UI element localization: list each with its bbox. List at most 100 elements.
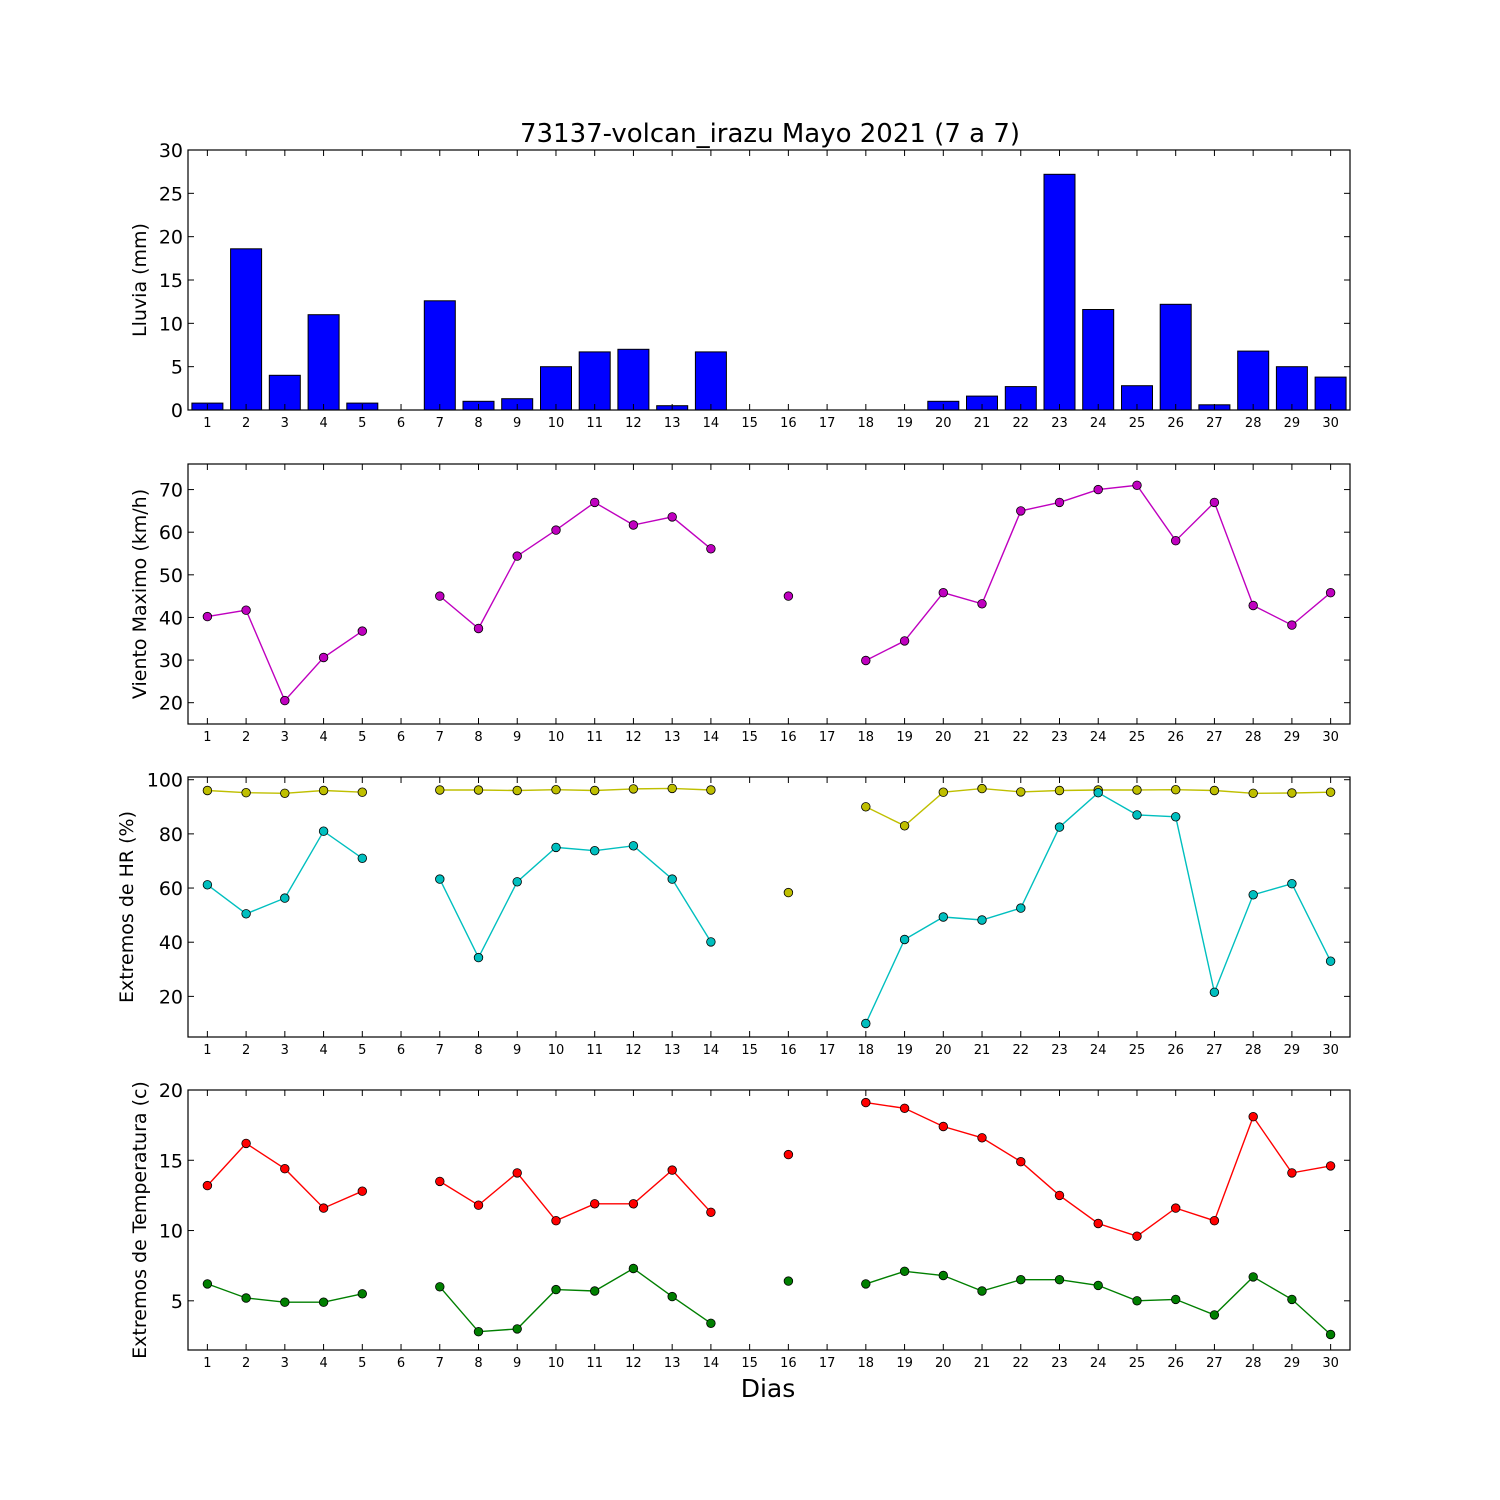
point-day-5 — [357, 1186, 368, 1196]
point-day-25 — [1132, 1296, 1142, 1306]
axes-frame — [187, 463, 1351, 725]
x-tick-label: 20 — [935, 1356, 952, 1371]
point-day-24 — [1093, 1218, 1103, 1229]
point-day-10 — [551, 785, 561, 795]
point-day-14 — [706, 937, 716, 947]
point-day-4 — [318, 785, 329, 796]
point-day-23 — [1054, 785, 1065, 796]
point-day-14 — [706, 1207, 716, 1218]
x-tick-label: 18 — [858, 1043, 875, 1058]
x-tick-label: 21 — [974, 730, 991, 745]
x-tick-label: 7 — [436, 1043, 444, 1058]
point-day-18 — [861, 1097, 871, 1108]
point-day-24 — [1093, 788, 1103, 798]
point-day-16 — [783, 1276, 794, 1286]
point-day-24 — [1093, 484, 1103, 495]
point-day-3 — [280, 695, 290, 706]
point-day-4 — [318, 826, 329, 836]
point-day-19 — [899, 1103, 910, 1114]
x-tick-label: 2 — [242, 1356, 250, 1371]
series-1 — [202, 480, 1336, 706]
point-day-28 — [1248, 788, 1258, 799]
x-tick-label: 25 — [1129, 416, 1146, 431]
point-day-29 — [1287, 620, 1297, 630]
point-day-5 — [357, 1289, 368, 1299]
point-day-16 — [783, 887, 794, 898]
y-tick-label: 0 — [171, 400, 183, 422]
point-day-27 — [1209, 987, 1220, 998]
point-day-8 — [473, 1200, 484, 1210]
x-tick-label: 5 — [358, 1356, 366, 1371]
x-tick-label: 21 — [974, 1356, 991, 1371]
x-tick-label: 15 — [741, 416, 758, 431]
point-day-25 — [1132, 810, 1142, 820]
x-tick-label: 18 — [858, 416, 875, 431]
point-day-21 — [977, 1286, 987, 1296]
point-day-4 — [318, 1297, 329, 1307]
x-tick-label: 26 — [1167, 1356, 1184, 1371]
point-day-29 — [1287, 788, 1297, 798]
point-day-27 — [1209, 1215, 1220, 1226]
x-tick-label: 28 — [1245, 1043, 1262, 1058]
x-tick-label: 24 — [1090, 730, 1107, 745]
bar-day-23 — [1043, 173, 1076, 411]
x-tick-label: 1 — [203, 1043, 211, 1058]
point-day-30 — [1325, 1161, 1336, 1171]
x-tick-label: 4 — [319, 1043, 327, 1058]
point-day-13 — [667, 874, 677, 884]
point-day-14 — [706, 785, 716, 795]
x-tick-label: 7 — [436, 416, 444, 431]
point-day-8 — [473, 952, 484, 963]
y-axis-label: Lluvia (mm) — [129, 223, 151, 337]
x-tick-label: 9 — [513, 1356, 521, 1371]
point-day-10 — [551, 525, 561, 535]
point-day-21 — [977, 783, 987, 794]
point-day-5 — [357, 787, 368, 797]
point-day-25 — [1132, 785, 1142, 795]
x-tick-label: 12 — [625, 416, 642, 431]
x-tick-label: 8 — [474, 730, 482, 745]
series-line — [439, 501, 712, 630]
x-tick-label: 5 — [358, 416, 366, 431]
point-day-2 — [241, 605, 251, 615]
point-day-12 — [628, 520, 639, 530]
y-tick-label: 5 — [171, 1291, 183, 1313]
point-day-26 — [1170, 1203, 1181, 1213]
point-day-12 — [628, 841, 639, 851]
x-tick-label: 28 — [1245, 730, 1262, 745]
y-tick-label: 50 — [159, 565, 183, 587]
point-day-28 — [1248, 1272, 1258, 1282]
x-tick-label: 24 — [1090, 1356, 1107, 1371]
point-day-14 — [706, 1318, 716, 1329]
x-tick-label: 30 — [1322, 416, 1339, 431]
x-tick-label: 12 — [625, 1043, 642, 1058]
x-tick-label: 7 — [436, 730, 444, 745]
y-tick-label: 30 — [159, 140, 183, 162]
point-day-19 — [899, 1266, 910, 1277]
x-tick-label: 8 — [474, 1043, 482, 1058]
x-tick-label: 16 — [780, 1356, 797, 1371]
point-day-20 — [938, 1270, 949, 1281]
point-day-20 — [938, 912, 949, 922]
point-day-10 — [551, 1215, 561, 1226]
point-day-3 — [280, 1163, 290, 1174]
point-day-7 — [435, 1176, 445, 1187]
x-tick-label: 2 — [242, 1043, 250, 1058]
series-1 — [202, 783, 1336, 898]
y-tick-label: 40 — [159, 607, 183, 629]
x-tick-label: 14 — [703, 416, 720, 431]
bar-day-28 — [1237, 350, 1270, 411]
x-tick-label: 4 — [319, 730, 327, 745]
axes-frame — [187, 1089, 1351, 1351]
x-tick-label: 17 — [819, 1356, 836, 1371]
point-day-22 — [1016, 903, 1026, 913]
y-tick-label: 60 — [159, 878, 183, 900]
x-tick-label: 26 — [1167, 416, 1184, 431]
point-day-22 — [1016, 1274, 1026, 1285]
x-tick-label: 8 — [474, 1356, 482, 1371]
point-day-1 — [202, 1180, 213, 1191]
point-day-23 — [1054, 497, 1065, 508]
x-tick-label: 13 — [664, 1043, 681, 1058]
